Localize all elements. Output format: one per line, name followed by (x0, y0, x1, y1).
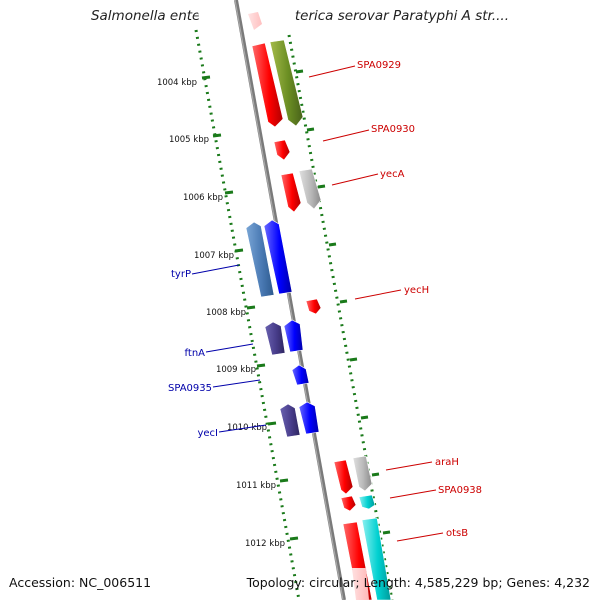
gene-feature-tyrP (245, 221, 275, 298)
scale-label: 1005 kbp (169, 135, 209, 145)
gene-label-yecI[interactable]: yecI (197, 428, 218, 439)
gene-label-SPA0938[interactable]: SPA0938 (438, 485, 482, 496)
leader-line-otsB (396, 532, 444, 542)
gene-feature-yecI (279, 403, 301, 438)
gene-label-SPA0929[interactable]: SPA0929 (357, 60, 401, 71)
outer-tick (360, 415, 369, 420)
leader-line-yecA (331, 173, 379, 186)
scale-tick (212, 133, 222, 138)
gene-feature-yecA (280, 172, 302, 213)
scale-tick (224, 190, 234, 195)
outer-tick (382, 530, 391, 535)
scale-label: 1009 kbp (216, 365, 256, 375)
forward-gene-labels: SPA0929 SPA0930 yecA yecH araH SPA0938 o… (357, 60, 482, 539)
outer-tick (317, 184, 326, 189)
gene-feature-otsB-2 (361, 517, 392, 600)
gene-label-araH[interactable]: araH (435, 457, 459, 468)
outer-tick (339, 299, 348, 304)
gene-label-ftnA[interactable]: ftnA (185, 348, 206, 359)
genome-backbone-highlight (234, 0, 344, 600)
gene-feature-yecA-2 (298, 168, 322, 210)
gene-feature-otsB-overlap (352, 568, 369, 600)
scale-tick (256, 363, 266, 368)
outer-tick (349, 357, 358, 362)
gene-feature-SPA0938-2 (358, 494, 376, 510)
scale-label: 1008 kbp (206, 308, 246, 318)
scale-tick (267, 421, 277, 426)
gene-feature-tyrP-2 (263, 219, 293, 295)
gene-feature-SPA0929-rna (269, 39, 304, 127)
leader-line-yecI (218, 424, 267, 433)
outer-dotted-line (287, 34, 394, 600)
outer-tick (371, 472, 380, 477)
scale-label: 1006 kbp (183, 193, 223, 203)
gene-feature-ftnA (264, 321, 286, 356)
reverse-label-leaders (191, 264, 267, 433)
scale-label: 1011 kbp (236, 481, 276, 491)
outer-tick (295, 69, 304, 74)
gene-label-SPA0930[interactable]: SPA0930 (371, 124, 415, 135)
leader-line-ftnA (205, 343, 254, 353)
leader-line-SPA0935 (212, 379, 261, 388)
forward-label-leaders (308, 65, 444, 542)
gene-feature-araH (333, 459, 354, 495)
gene-feature-SPA0938 (340, 495, 357, 512)
genome-summary: Topology: circular; Length: 4,585,229 bp… (246, 575, 590, 590)
gene-feature-SPA0929 (251, 42, 284, 128)
gene-label-SPA0935[interactable]: SPA0935 (168, 383, 212, 394)
gene-feature-yecI-2 (298, 401, 320, 435)
genome-backbone (234, 0, 346, 600)
reverse-gene-labels: tyrP ftnA SPA0935 yecI (168, 269, 218, 439)
gene-label-tyrP[interactable]: tyrP (171, 269, 191, 280)
gene-feature-araH-2 (352, 455, 373, 492)
scale-tick (279, 478, 289, 483)
outer-tick (328, 242, 337, 247)
forward-strand-features (251, 39, 392, 600)
scale-tick (201, 75, 211, 80)
leader-line-yecH (354, 289, 402, 300)
leader-line-SPA0929 (308, 65, 356, 78)
scale-tick (246, 305, 256, 310)
outer-tick (306, 127, 315, 132)
gene-feature-yecH (305, 298, 322, 315)
map-band (196, 0, 395, 600)
leader-line-tyrP (191, 264, 240, 275)
gene-label-otsB[interactable]: otsB (446, 528, 468, 539)
scale-label: 1004 kbp (157, 78, 197, 88)
outer-ticks (295, 69, 391, 535)
gene-feature-SPA0935 (291, 364, 310, 386)
leader-line-SPA0930 (322, 129, 370, 142)
scale-label: 1007 kbp (194, 251, 234, 261)
gene-feature-SPA0930 (273, 139, 291, 161)
gene-feature-partial (248, 12, 262, 30)
scale-tick (289, 536, 299, 541)
map-title: Salmonella enterica subsp. enterica sero… (90, 8, 510, 24)
gene-label-yecH[interactable]: yecH (404, 285, 429, 296)
leader-line-SPA0938 (389, 489, 437, 499)
scale-tick (234, 248, 244, 253)
gene-feature-ftnA-2 (283, 319, 304, 353)
scale-label: 1012 kbp (245, 539, 285, 549)
accession-label: Accession: NC_006511 (9, 575, 152, 590)
gene-label-yecA[interactable]: yecA (380, 169, 405, 180)
scale-ticks (201, 75, 299, 541)
reverse-strand-features (245, 219, 320, 438)
leader-line-araH (385, 461, 433, 471)
